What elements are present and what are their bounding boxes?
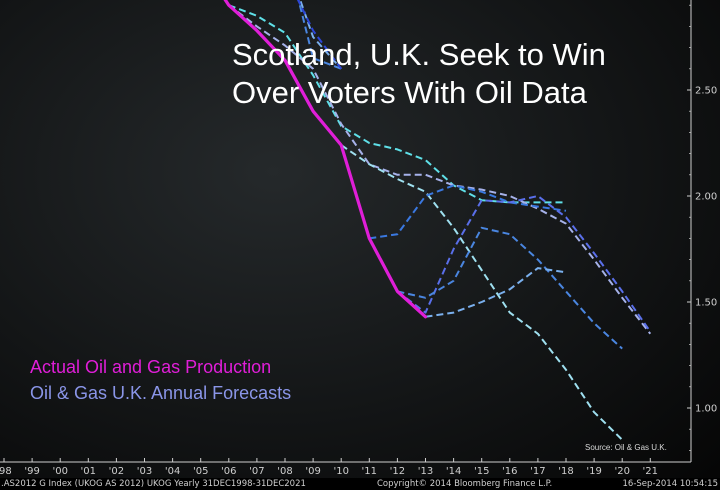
forecast-series-line: [396, 195, 652, 333]
y-tick-label: 1.50: [695, 298, 717, 309]
footer-ticker-info: .AS2012 G Index (UKOG AS 2012) UKOG Year…: [1, 479, 306, 489]
forecast-series-line: [299, 0, 342, 70]
x-tick-label: '08: [277, 466, 292, 477]
axes: 1.001.502.002.503.003.504.004.50'98'99'0…: [0, 0, 717, 477]
footer-copyright: Copyright© 2014 Bloomberg Finance L.P.: [377, 479, 553, 489]
forecast-series-line: [297, 0, 342, 70]
x-tick-label: '06: [221, 466, 236, 477]
x-tick-label: '17: [530, 466, 545, 477]
footer-bar: .AS2012 G Index (UKOG AS 2012) UKOG Year…: [0, 478, 720, 490]
actual-line-group: [223, 0, 428, 319]
forecast-series-line: [397, 226, 623, 350]
x-tick-label: '09: [305, 466, 320, 477]
actual-series-line: [223, 0, 428, 319]
legend-actual: Actual Oil and Gas Production: [30, 357, 272, 377]
x-tick-label: '13: [418, 466, 433, 477]
x-tick-label: '20: [614, 466, 629, 477]
forecast-lines: [228, 0, 652, 441]
forecast-series-line: [369, 184, 567, 240]
x-tick-label: '03: [137, 466, 152, 477]
chart-plot: 1.001.502.002.503.003.504.004.50'98'99'0…: [0, 0, 717, 477]
y-tick-label: 2.00: [695, 192, 717, 203]
x-tick-label: '04: [165, 466, 180, 477]
x-tick-label: '00: [52, 466, 67, 477]
footer-timestamp: 16-Sep-2014 10:54:15: [622, 479, 718, 489]
chart-title-line-2: Over Voters With Oil Data: [232, 75, 587, 110]
x-tick-label: '15: [474, 466, 489, 477]
chart-title-line-1: Scotland, U.K. Seek to Win: [232, 37, 606, 72]
source-note: Source: Oil & Gas U.K.: [585, 443, 667, 452]
forecast-series-line: [228, 4, 652, 335]
y-tick-label: 2.50: [695, 86, 717, 97]
chart-title: Scotland, U.K. Seek to Win Over Voters W…: [232, 36, 672, 112]
forecast-series-line: [228, 4, 566, 204]
x-tick-label: '01: [81, 466, 96, 477]
x-tick-label: '11: [362, 466, 377, 477]
x-tick-label: '99: [24, 466, 39, 477]
x-tick-label: '07: [249, 466, 264, 477]
x-tick-label: '18: [558, 466, 573, 477]
x-tick-label: '10: [333, 466, 348, 477]
forecast-series-line: [340, 144, 623, 441]
forecast-series-line: [425, 267, 567, 318]
x-tick-label: '16: [502, 466, 517, 477]
x-tick-label: '14: [446, 466, 461, 477]
x-tick-label: '12: [390, 466, 405, 477]
x-tick-label: '05: [193, 466, 208, 477]
x-tick-label: '02: [109, 466, 124, 477]
y-tick-label: 1.00: [695, 404, 717, 415]
x-tick-label: '98: [0, 466, 12, 477]
x-tick-label: '21: [643, 466, 658, 477]
legend-forecasts: Oil & Gas U.K. Annual Forecasts: [30, 383, 292, 403]
x-tick-label: '19: [586, 466, 601, 477]
